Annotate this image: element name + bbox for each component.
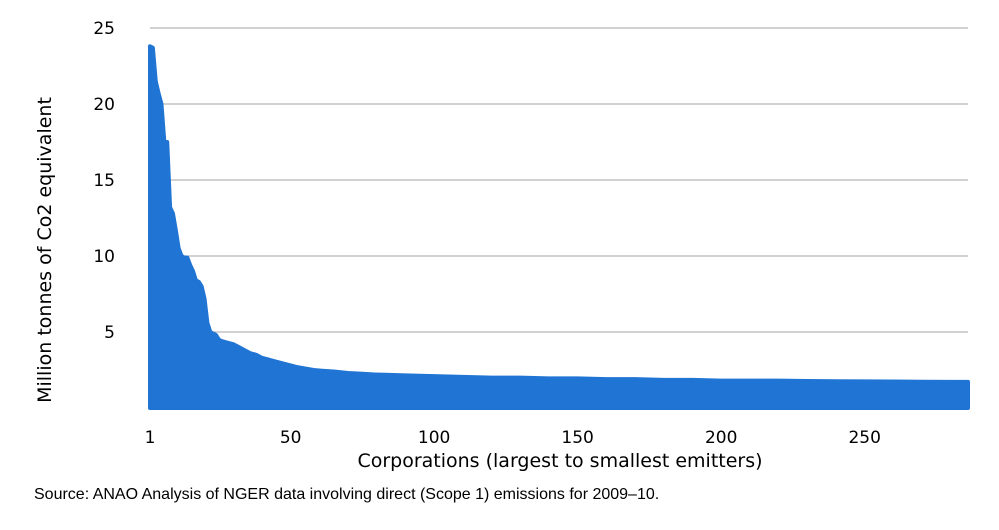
y-tick-label: 5 — [104, 323, 115, 343]
x-tick-label: 150 — [561, 428, 593, 448]
y-axis-ticks: 5 10 15 20 25 — [93, 19, 115, 343]
x-tick-label: 1 — [145, 428, 156, 448]
x-axis-ticks: 1 50 100 150 200 250 — [145, 428, 881, 448]
area-series — [148, 44, 970, 410]
area-series-0 — [148, 44, 970, 410]
x-tick-label: 50 — [280, 428, 302, 448]
x-tick-label: 200 — [705, 428, 737, 448]
x-tick-label: 100 — [418, 428, 450, 448]
source-note: Source: ANAO Analysis of NGER data invol… — [34, 486, 660, 503]
y-tick-label: 10 — [93, 247, 115, 267]
gridlines — [150, 27, 968, 333]
y-tick-label: 25 — [93, 19, 115, 39]
y-tick-label: 20 — [93, 95, 115, 115]
x-axis-title: Corporations (largest to smallest emitte… — [357, 450, 762, 472]
x-tick-label: 250 — [848, 428, 880, 448]
y-axis-title: Million tonnes of Co2 equivalent — [34, 97, 56, 403]
y-tick-label: 15 — [93, 171, 115, 191]
